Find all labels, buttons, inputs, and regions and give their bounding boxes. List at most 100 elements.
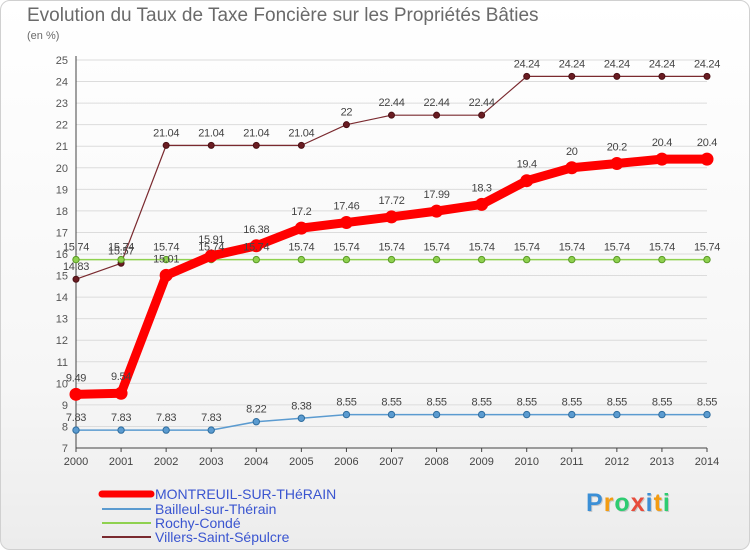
data-point: [342, 255, 351, 264]
data-label: 21.04: [198, 127, 224, 139]
logo-letter: P: [586, 489, 604, 517]
data-point: [159, 268, 173, 282]
data-point: [477, 255, 486, 264]
data-point: [475, 197, 489, 211]
data-point: [387, 410, 396, 419]
data-label: 24.24: [604, 58, 630, 70]
data-point: [297, 141, 305, 149]
data-label: 22.44: [469, 97, 495, 109]
y-tick-label: 18: [56, 206, 68, 218]
legend-label: Villers-Saint-Sépulcre: [155, 529, 290, 545]
series-layer: [69, 72, 714, 434]
data-point: [252, 418, 260, 426]
y-tick-label: 21: [56, 141, 68, 153]
data-point: [252, 255, 260, 264]
y-tick-label: 15: [56, 271, 68, 283]
x-tick-label: 2001: [109, 456, 133, 468]
data-label: 21.04: [288, 127, 314, 139]
data-point: [433, 111, 441, 119]
data-label: 17.46: [333, 201, 359, 213]
data-point: [478, 111, 486, 119]
logo-letter: t: [653, 489, 663, 517]
data-label: 24.24: [559, 58, 585, 70]
data-label: 15.74: [108, 242, 134, 254]
y-tick-label: 20: [56, 163, 68, 175]
data-label: 15.74: [649, 242, 675, 254]
x-tick-label: 2013: [650, 456, 674, 468]
data-point: [388, 111, 395, 119]
data-point: [610, 156, 624, 170]
data-label: 15.74: [424, 242, 450, 254]
legend-label: Rochy-Condé: [155, 515, 241, 531]
data-label: 15.74: [514, 242, 540, 254]
data-point: [342, 121, 350, 129]
data-label: 7.83: [156, 412, 176, 424]
data-label: 21.04: [153, 127, 179, 139]
x-tick-label: 2003: [199, 456, 223, 468]
data-point: [613, 410, 621, 419]
x-tick-label: 2008: [424, 456, 448, 468]
data-point: [249, 239, 263, 253]
data-point: [385, 210, 398, 224]
data-label: 15.74: [198, 242, 224, 254]
data-point: [565, 161, 579, 175]
data-point: [658, 72, 666, 80]
data-label: 15.74: [243, 242, 269, 254]
y-tick-label: 19: [56, 184, 68, 196]
data-label: 7.83: [201, 412, 221, 424]
data-label: 15.74: [333, 242, 359, 254]
data-label: 8.55: [472, 397, 492, 409]
data-point: [523, 72, 531, 80]
data-point: [117, 426, 125, 434]
data-point: [613, 72, 621, 80]
logo-letter: r: [603, 489, 615, 517]
data-point: [207, 141, 215, 149]
data-point: [655, 152, 669, 166]
chart-subtitle: (en %): [27, 30, 60, 42]
data-label: 8.55: [517, 397, 537, 409]
data-point: [162, 141, 170, 149]
y-tick-label: 10: [56, 378, 68, 390]
data-point: [72, 275, 80, 283]
data-label: 20.4: [697, 137, 717, 149]
data-label: 21.04: [243, 127, 269, 139]
y-tick-label: 25: [56, 55, 68, 67]
y-tick-label: 13: [56, 314, 68, 326]
proxiti-logo: Proxiti: [586, 489, 671, 518]
legend-label: MONTREUIL-SUR-THéRAIN: [155, 486, 336, 502]
data-label: 8.55: [607, 397, 627, 409]
data-labels: 9.49 9.54 15.01 15.91 16.38 17.2 17.46 17.72 17.…: [63, 58, 721, 424]
x-tick-label: 2005: [289, 456, 313, 468]
data-label: 14.83: [63, 261, 89, 273]
data-point: [297, 255, 306, 264]
x-tick-label: 2002: [154, 456, 178, 468]
y-tick-label: 7: [62, 443, 68, 455]
legend-label: Bailleul-sur-Thérain: [155, 501, 276, 517]
data-label: 8.38: [291, 400, 311, 412]
data-label: 16.38: [243, 224, 269, 236]
data-point: [207, 426, 215, 434]
data-point: [297, 414, 306, 422]
axes: 7 8 9 10 11 12 13 14 15 16 17 18 19 20 21 22 23 24 25 2000 2…: [56, 55, 719, 468]
data-label: 9.49: [66, 372, 86, 384]
logo-letter: x: [630, 489, 646, 517]
data-label: 15.74: [694, 242, 720, 254]
data-point: [72, 426, 80, 434]
data-point: [520, 174, 534, 188]
y-tick-label: 12: [56, 335, 68, 347]
data-label: 15.01: [153, 253, 179, 265]
grid-lines: [76, 59, 707, 449]
x-tick-label: 2006: [334, 456, 358, 468]
data-label: 20.2: [607, 141, 627, 153]
data-point: [700, 152, 714, 166]
data-label: 15.57: [108, 245, 134, 257]
x-tick-label: 2004: [244, 456, 268, 468]
data-label: 17.2: [291, 206, 311, 218]
data-point: [252, 141, 260, 149]
logo-letter: i: [645, 489, 654, 517]
y-tick-label: 11: [57, 357, 68, 369]
x-tick-label: 2000: [64, 456, 88, 468]
data-point: [69, 387, 83, 401]
data-point: [523, 255, 531, 264]
